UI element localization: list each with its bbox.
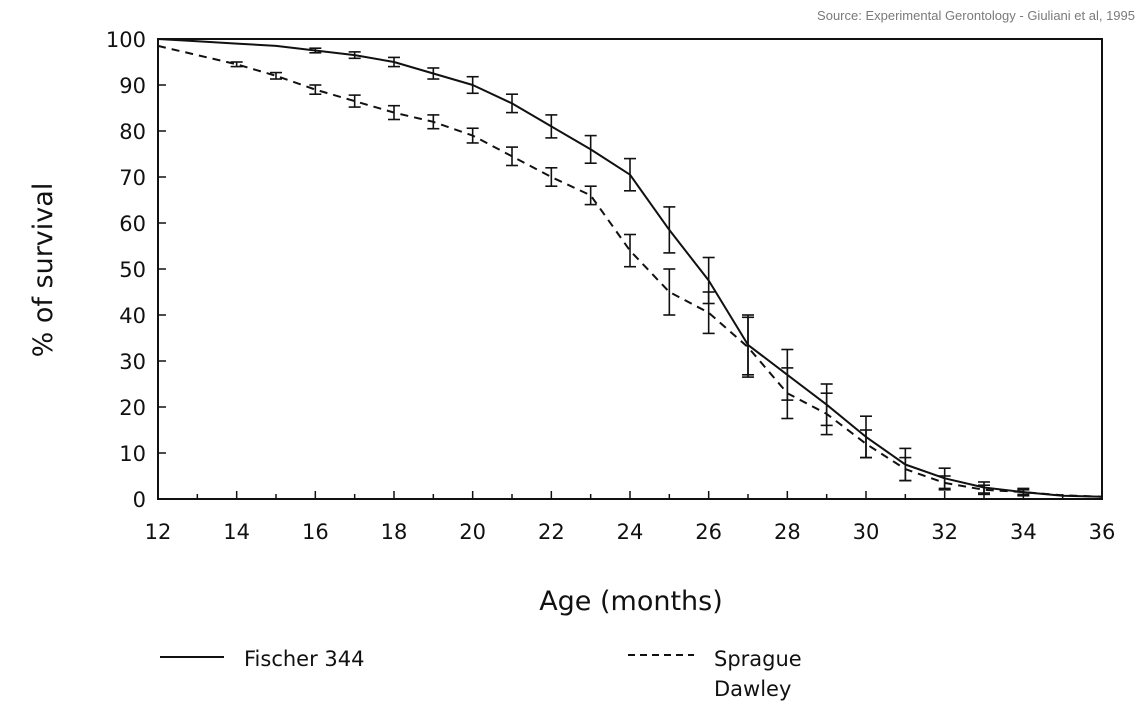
- x-tick-label: 30: [853, 520, 880, 544]
- y-tick-label: 80: [119, 120, 146, 144]
- y-tick-label: 70: [119, 166, 146, 190]
- x-tick-label: 24: [617, 520, 644, 544]
- x-tick-label: 36: [1089, 520, 1116, 544]
- x-tick-label: 18: [381, 520, 408, 544]
- x-tick-label: 28: [774, 520, 801, 544]
- series-sprague-dawley: [157, 44, 1103, 498]
- x-tick-label: 32: [931, 520, 958, 544]
- x-axis-title: Age (months): [539, 586, 723, 617]
- x-tick-label: 26: [695, 520, 722, 544]
- y-axis-title: % of survival: [28, 183, 59, 358]
- chart-axes: 12 14 16 18 20 22 24 26 28 30 32 34 36 0 10 20 30 40 50 60 7…: [106, 28, 1115, 544]
- series-fischer-344: [157, 38, 1103, 498]
- y-tick-label: 40: [119, 304, 146, 328]
- series-layer: [157, 38, 1103, 498]
- y-tick-label: 0: [133, 488, 146, 512]
- x-tick-label: 16: [302, 520, 329, 544]
- y-tick-label: 50: [119, 258, 146, 282]
- y-tick-label: 90: [119, 74, 146, 98]
- legend-label-sprague: Sprague Dawley: [714, 647, 808, 701]
- y-tick-label: 60: [119, 212, 146, 236]
- source-note: Source: Experimental Gerontology - Giuli…: [817, 8, 1135, 23]
- y-tick-label: 20: [119, 396, 146, 420]
- x-tick-label: 14: [223, 520, 250, 544]
- x-tick-label: 22: [538, 520, 565, 544]
- legend-label-fischer: Fischer 344: [244, 647, 365, 671]
- x-tick-label: 12: [145, 520, 172, 544]
- y-tick-label: 30: [119, 350, 146, 374]
- x-tick-label: 34: [1010, 520, 1037, 544]
- plot-frame: [157, 38, 1103, 500]
- series-line: [157, 44, 1103, 498]
- x-tick-label: 20: [459, 520, 486, 544]
- series-line: [157, 38, 1103, 498]
- y-tick-label: 100: [106, 28, 146, 52]
- y-tick-label: 10: [119, 442, 146, 466]
- legend: Fischer 344 Sprague Dawley: [160, 647, 808, 701]
